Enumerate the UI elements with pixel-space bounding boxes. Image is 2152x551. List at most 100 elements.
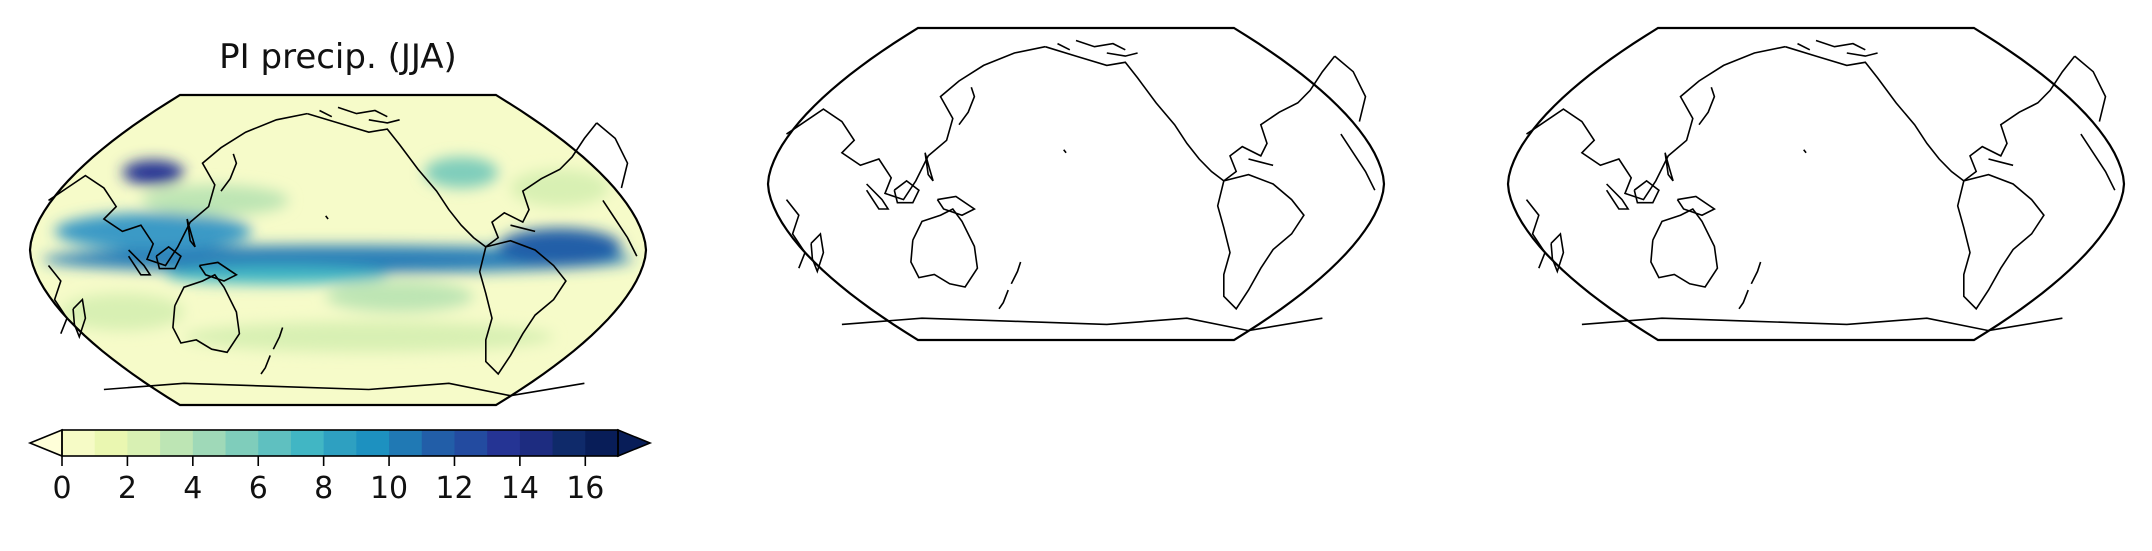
coastline-segment	[198, 261, 238, 282]
coastline-segment	[1698, 87, 1716, 126]
coastline-segment	[1750, 261, 1762, 285]
coastline-segment	[1010, 261, 1022, 285]
coastline-segment	[998, 289, 1009, 310]
coastline-segment	[260, 355, 271, 375]
coastline-segment	[127, 249, 152, 276]
map-border	[1506, 26, 2126, 342]
coastline-segment	[1956, 173, 2045, 311]
coastline-segment	[958, 87, 976, 126]
precip-contour	[165, 265, 388, 285]
coastline-segment	[1106, 52, 1138, 57]
coastline-segment	[1526, 45, 1786, 201]
coastline-segment	[1550, 232, 1565, 274]
coastline-segment	[1044, 45, 1336, 182]
coastline-segment	[1797, 42, 1811, 51]
colorbar-segment	[519, 430, 554, 456]
coastline-segment	[337, 106, 388, 118]
precip-contour	[424, 157, 499, 188]
coastline-segment	[47, 265, 68, 334]
colorbar-segment	[356, 430, 390, 456]
coastline-segment	[1075, 39, 1126, 51]
coastline-segment	[478, 239, 567, 376]
precip-contour	[140, 184, 289, 216]
coastline-segment	[155, 245, 182, 270]
coastline-segment	[510, 224, 536, 233]
coastline-segment	[596, 122, 629, 189]
coastline-segment	[1815, 39, 1866, 51]
map-panel-empty-2	[1506, 26, 2126, 342]
colorbar-segment	[225, 430, 259, 456]
colorbar-segment	[585, 430, 619, 456]
colorbar-segment	[290, 430, 325, 456]
colorbar-tick-label: 14	[501, 471, 539, 506]
colorbar-segment	[454, 430, 488, 456]
coastline-segment	[1605, 183, 1630, 210]
coastline-segment	[1664, 152, 1674, 182]
coastline-segment	[1334, 55, 1367, 122]
map-border	[28, 93, 648, 407]
coastline-segment	[924, 152, 934, 182]
colorbar-segment	[192, 430, 227, 456]
colorbar-segment	[421, 430, 456, 456]
colorbar-segment	[389, 430, 423, 456]
coastline-segment	[1340, 133, 1376, 191]
coastline-segment	[1846, 52, 1878, 57]
colorbar-tick-label: 4	[183, 471, 202, 506]
coastline-segment	[1216, 173, 1305, 311]
coastline-segment	[893, 179, 920, 204]
colorbar-segment	[552, 430, 586, 456]
coastline-segment	[172, 273, 241, 354]
colorbar-segment	[323, 430, 357, 456]
colorbar-tick-label: 8	[314, 471, 333, 506]
coastlines	[785, 39, 1376, 332]
coastline-segment	[48, 112, 308, 267]
colorbar-tick-label: 6	[249, 471, 268, 506]
colorbar-segment	[160, 430, 194, 456]
coastline-segment	[786, 45, 1046, 201]
precip-contour	[325, 281, 474, 312]
colorbar: 0 2 4 6 8 10 12 14 16	[27, 428, 653, 506]
coastline-segment	[936, 195, 976, 217]
coastline-segment	[186, 218, 196, 248]
coastline-segment	[1525, 199, 1546, 269]
precip-contour	[122, 160, 184, 185]
coastline-segment	[1650, 207, 1719, 288]
precip-contour	[42, 245, 634, 274]
colorbar-segment	[62, 430, 96, 456]
coastline-segment	[306, 112, 598, 248]
coastline-segment	[810, 232, 825, 274]
coastline-segment	[2080, 133, 2116, 191]
colorbar-tick-label: 10	[370, 471, 408, 506]
precip-contour	[183, 321, 554, 353]
coastline-segment	[1803, 149, 1807, 154]
coastlines	[1525, 39, 2116, 332]
coastline-segment	[72, 297, 87, 340]
coastline-segment	[1633, 179, 1660, 204]
precip-contour	[60, 293, 184, 331]
coastline-segment	[602, 199, 638, 257]
coastline-segment	[272, 327, 284, 350]
precip-contour	[498, 228, 622, 266]
colorbar-frame	[61, 429, 619, 457]
map-border	[766, 26, 1386, 342]
colorbar-tick-label: 2	[118, 471, 137, 506]
coastline-segment	[910, 207, 979, 288]
coastline-segment	[319, 109, 333, 118]
coastline-segment	[865, 183, 890, 210]
colorbar-segment	[127, 430, 161, 456]
colorbar-extend-max	[617, 428, 653, 458]
map-panel-empty-1	[766, 26, 1386, 342]
coastline-segment	[1676, 195, 1716, 217]
colorbar-segment	[258, 430, 292, 456]
panel-title: PI precip. (JJA)	[219, 37, 457, 77]
coastline-segment	[1784, 45, 2076, 182]
coastline-segment	[2074, 55, 2107, 122]
precip-contour	[510, 169, 610, 207]
coastline-segment	[1063, 149, 1067, 154]
coastline-segment	[325, 215, 329, 220]
colorbar-tick-label: 0	[52, 471, 71, 506]
coastline-segment	[368, 119, 400, 124]
coastline-segment	[1988, 158, 2014, 167]
colorbar-segment	[487, 430, 521, 456]
